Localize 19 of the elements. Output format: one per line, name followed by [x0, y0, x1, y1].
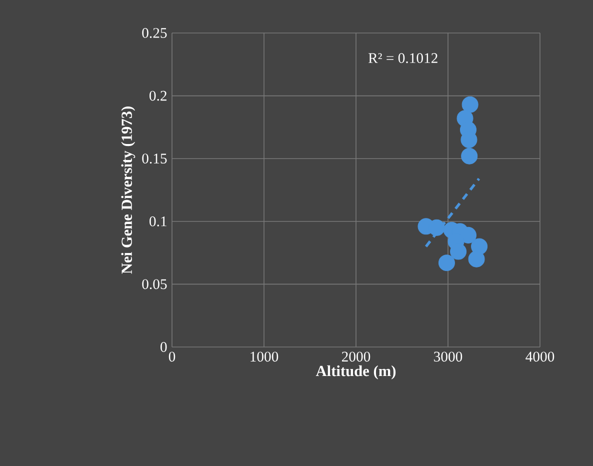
y-tick-label: 0	[160, 342, 167, 352]
point	[438, 254, 455, 272]
x-tick-label: 4000	[526, 352, 554, 362]
point	[450, 243, 467, 260]
point	[468, 250, 485, 268]
point	[461, 148, 478, 164]
y-tick-label: 0.2	[150, 90, 166, 101]
y-tick-label: 0.15	[142, 154, 167, 164]
point	[462, 96, 478, 113]
x-tick-label: 0	[168, 352, 176, 362]
x-tick-label: 1000	[250, 352, 278, 362]
y-axis-title: Nei Gene Diversity (1973)	[121, 106, 136, 274]
x-tick-label: 2000	[342, 352, 370, 362]
annotation: R² = 0.1012	[368, 53, 438, 64]
x-axis-title: Altitude (m)	[316, 365, 396, 380]
y-tick-label: 0.25	[142, 28, 167, 38]
y-tick-label: 0.05	[142, 279, 167, 290]
x-tick-label: 3000	[434, 352, 462, 362]
y-tick-label: 0.1	[150, 216, 166, 226]
